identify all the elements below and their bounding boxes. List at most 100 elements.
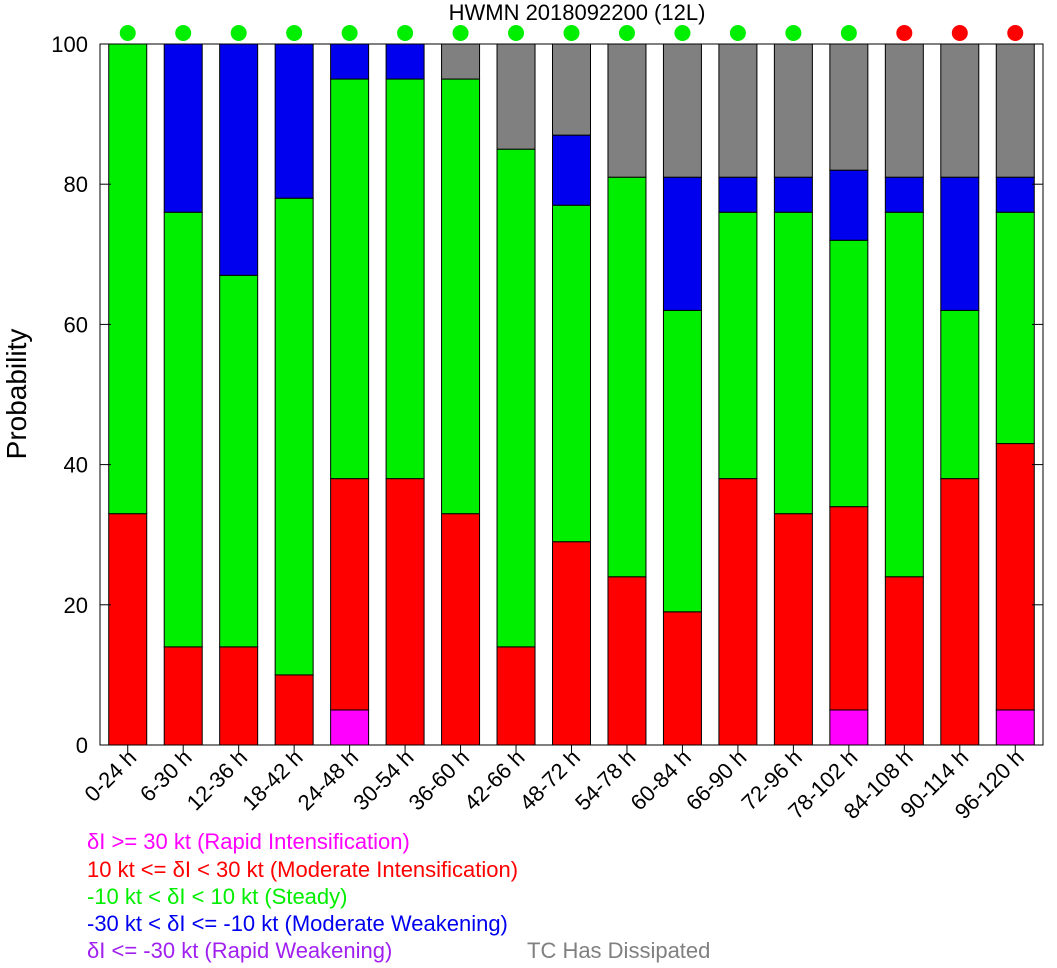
status-dot-96-120-h — [1007, 25, 1024, 41]
status-dot-72-96-h — [785, 25, 802, 41]
bar-segment-78-102-h-s3 — [829, 169, 869, 241]
bar-segment-66-90-h-s2 — [718, 211, 758, 480]
y-tick-label-40: 40 — [64, 453, 88, 478]
status-dot-6-30-h — [175, 25, 192, 41]
bar-segment-54-78-h-s5 — [607, 43, 647, 178]
bar-segment-96-120-h-s5 — [995, 43, 1035, 178]
bar-segment-6-30-h-s2 — [163, 211, 203, 648]
bar-segment-24-48-h-s2 — [330, 78, 370, 480]
bar-segment-24-48-h-s0 — [330, 709, 370, 746]
x-tick-label-30-54-h: 30-54 h — [348, 745, 418, 815]
status-dot-54-78-h — [618, 25, 635, 41]
bar-segment-18-42-h-s2 — [274, 197, 314, 676]
bar-segment-66-90-h-s1 — [718, 478, 758, 746]
bar-segment-60-84-h-s2 — [662, 309, 702, 613]
legend-entry-tc-has-dissipated: TC Has Dissipated — [527, 938, 711, 963]
bar-segment-60-84-h-s3 — [662, 176, 702, 311]
status-dot-12-36-h — [230, 25, 247, 41]
bar-segment-72-96-h-s5 — [773, 43, 813, 178]
status-dot-0-24-h — [119, 25, 136, 41]
bar-segment-30-54-h-s3 — [385, 43, 425, 80]
bar-segment-36-60-h-s1 — [441, 513, 481, 746]
bar-segment-6-30-h-s1 — [163, 646, 203, 746]
status-dot-48-72-h — [563, 25, 580, 41]
bar-segment-48-72-h-s2 — [552, 204, 591, 543]
bar-segment-54-78-h-s2 — [607, 176, 647, 578]
bar-segment-96-120-h-s3 — [995, 176, 1035, 213]
bar-segment-90-114-h-s2 — [940, 309, 980, 480]
bar-segment-48-72-h-s5 — [552, 43, 591, 136]
y-tick-label-80: 80 — [64, 172, 88, 197]
bar-segment-42-66-h-s2 — [496, 148, 536, 648]
bar-segment-36-60-h-s2 — [441, 78, 481, 515]
bar-segment-24-48-h-s1 — [330, 478, 370, 711]
bar-segment-42-66-h-s5 — [496, 43, 536, 150]
x-axis: 0-24 h6-30 h12-36 h18-42 h24-48 h30-54 h… — [79, 745, 1028, 824]
status-dot-18-42-h — [286, 25, 303, 41]
y-tick-label-60: 60 — [64, 312, 88, 337]
bar-segment-12-36-h-s3 — [219, 43, 259, 276]
bar-segment-78-102-h-s2 — [829, 239, 869, 508]
bar-segment-90-114-h-s5 — [940, 43, 980, 178]
bar-segment-6-30-h-s3 — [163, 43, 203, 213]
bar-segment-60-84-h-s1 — [662, 611, 702, 746]
y-axis-label: Probability — [1, 329, 32, 460]
bar-segment-24-48-h-s3 — [330, 43, 370, 80]
plot-frame — [99, 43, 1044, 746]
x-tick-label-60-84-h: 60-84 h — [626, 745, 696, 815]
bar-segment-72-96-h-s1 — [773, 513, 813, 746]
bar-segment-78-102-h-s5 — [829, 43, 869, 171]
bar-segment-66-90-h-s3 — [718, 176, 758, 213]
legend-entry-10-kt-di-30-kt-moderate-intensification: 10 kt <= δI < 30 kt (Moderate Intensific… — [87, 857, 519, 882]
bar-segment-96-120-h-s1 — [995, 443, 1035, 711]
x-tick-label-42-66-h: 42-66 h — [459, 745, 529, 815]
y-axis: 0 20 40 60 80 100 — [51, 32, 1043, 758]
x-tick-label-12-36-h: 12-36 h — [182, 745, 252, 815]
bar-segment-84-108-h-s2 — [884, 211, 924, 578]
bar-segment-42-66-h-s1 — [496, 646, 536, 746]
x-tick-label-54-78-h: 54-78 h — [570, 745, 640, 815]
bar-segment-66-90-h-s5 — [718, 43, 758, 178]
y-tick-label-100: 100 — [51, 32, 88, 57]
status-dot-42-66-h — [508, 25, 525, 41]
bar-segment-84-108-h-s5 — [884, 43, 924, 178]
legend-entry-30-kt-di-10-kt-moderate-weakening: -30 kt < δI <= -10 kt (Moderate Weakenin… — [87, 911, 508, 936]
x-tick-label-18-42-h: 18-42 h — [237, 745, 307, 815]
bar-segment-48-72-h-s3 — [552, 134, 591, 206]
x-tick-label-24-48-h: 24-48 h — [293, 745, 363, 815]
bar-segment-0-24-h-s1 — [108, 513, 148, 746]
status-dot-84-108-h — [896, 25, 913, 41]
bar-segment-90-114-h-s1 — [940, 478, 980, 746]
bars-group — [108, 43, 1035, 746]
x-tick-label-66-90-h: 66-90 h — [681, 745, 751, 815]
bar-segment-90-114-h-s3 — [940, 176, 980, 311]
bar-segment-12-36-h-s2 — [219, 274, 259, 648]
y-tick-label-0: 0 — [76, 733, 88, 758]
status-dots-group — [119, 25, 1024, 41]
x-tick-label-36-60-h: 36-60 h — [404, 745, 474, 815]
status-dot-30-54-h — [397, 25, 414, 41]
bar-segment-30-54-h-s1 — [385, 478, 425, 746]
bar-segment-84-108-h-s1 — [884, 576, 924, 746]
x-tick-label-48-72-h: 48-72 h — [515, 745, 585, 815]
bar-segment-78-102-h-s0 — [829, 709, 869, 746]
status-dot-90-114-h — [951, 25, 968, 41]
bar-segment-96-120-h-s2 — [995, 211, 1035, 445]
bar-segment-36-60-h-s5 — [441, 43, 481, 80]
bar-segment-60-84-h-s5 — [662, 43, 702, 178]
bar-segment-96-120-h-s0 — [995, 709, 1035, 746]
chart-title: HWMN 2018092200 (12L) — [449, 0, 706, 25]
bar-segment-84-108-h-s3 — [884, 176, 924, 213]
status-dot-36-60-h — [452, 25, 469, 41]
status-dot-60-84-h — [674, 25, 691, 41]
bar-segment-54-78-h-s1 — [607, 576, 647, 746]
status-dot-24-48-h — [341, 25, 358, 41]
legend-entry-di-30-kt-rapid-weakening: δI <= -30 kt (Rapid Weakening) — [87, 938, 393, 963]
bar-segment-18-42-h-s1 — [274, 674, 314, 746]
bar-segment-48-72-h-s1 — [552, 541, 591, 746]
legend-entry-10-kt-di-10-kt-steady: -10 kt < δI < 10 kt (Steady) — [87, 884, 348, 909]
bar-segment-78-102-h-s1 — [829, 506, 869, 711]
y-tick-label-20: 20 — [64, 593, 88, 618]
bar-segment-30-54-h-s2 — [385, 78, 425, 480]
